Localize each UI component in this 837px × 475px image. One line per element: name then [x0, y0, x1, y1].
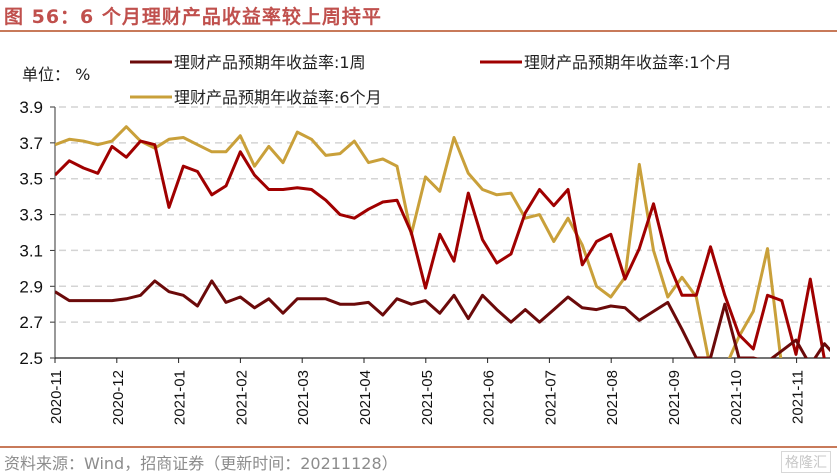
series-lines	[55, 125, 830, 358]
y-tick-label: 2.9	[19, 277, 43, 296]
x-tick-label: 2021-05	[419, 370, 436, 425]
x-tick-label: 2021-01	[172, 370, 189, 425]
x-tick-label: 2021-02	[233, 370, 250, 425]
x-tick-label: 2021-10	[728, 370, 745, 425]
y-tick-label: 2.5	[19, 349, 43, 368]
x-tick-label: 2021-08	[604, 370, 621, 425]
legend-label: 理财产品预期年收益率:6个月	[174, 88, 382, 107]
chart-title: 图 56：6 个月理财产品收益率较上周持平	[4, 6, 382, 28]
legend-label: 理财产品预期年收益率:1周	[174, 53, 366, 72]
y-tick-label: 3.5	[19, 170, 43, 189]
x-tick-label: 2021-07	[542, 370, 559, 425]
y-tick-label: 3.9	[19, 98, 43, 117]
series-line-0	[55, 279, 830, 358]
x-tick-label: 2021-03	[295, 370, 312, 425]
footer-divider	[0, 446, 837, 448]
axes: 3.9 3.7 3.5 3.3 3.1 2.9 2.7 2.5 2020-11 2020-12 20…	[19, 98, 830, 425]
title-divider	[0, 30, 837, 32]
y-tick-label: 3.3	[19, 206, 43, 225]
source-note: 资料来源：Wind，招商证券（更新时间：20211128）	[4, 454, 398, 473]
x-tick-label: 2021-06	[481, 370, 498, 425]
line-chart: 单位： % 理财产品预期年收益率:1周 理财产品预期年收益率:1个月理财产品预期年…	[19, 53, 830, 425]
legend: 理财产品预期年收益率:1周 理财产品预期年收益率:1个月理财产品预期年收益率:6个…	[130, 53, 732, 107]
x-tick-label: 2020-11	[48, 370, 65, 424]
y-tick-label: 3.1	[19, 241, 43, 260]
x-tick-label: 2021-04	[357, 370, 374, 425]
unit-label: 单位： %	[22, 65, 90, 84]
series-line-1	[55, 139, 826, 358]
watermark-logo: 格隆汇	[781, 451, 831, 473]
x-tick-label: 2021-11	[790, 370, 807, 424]
y-tick-label: 2.7	[19, 313, 43, 332]
x-tick-label: 2021-09	[666, 370, 683, 425]
x-tick-label: 2020-12	[110, 370, 127, 425]
y-tick-label: 3.7	[19, 134, 43, 153]
legend-label: 理财产品预期年收益率:1个月	[524, 53, 732, 72]
